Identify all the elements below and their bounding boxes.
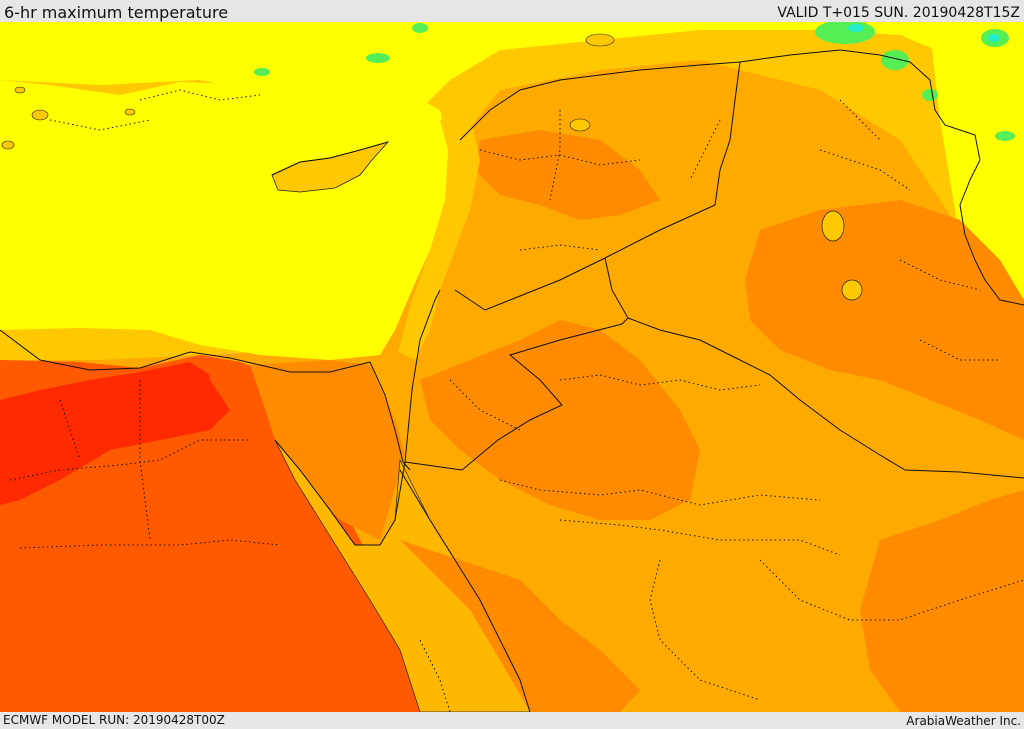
country-borders — [0, 49, 1024, 712]
sinai — [250, 360, 405, 540]
iraq-hot — [745, 200, 1024, 440]
model-run-label: ECMWF MODEL RUN: 20190428T00Z — [3, 713, 225, 727]
syria-hot — [475, 130, 660, 220]
map-title: 6-hr maximum temperature — [4, 3, 229, 22]
gulf-hot — [860, 490, 1024, 712]
temperature-map[interactable] — [0, 22, 1024, 712]
islands — [1, 33, 615, 150]
valid-time: VALID T+015 SUN. 20190428T15Z — [777, 5, 1020, 21]
cold-spots — [848, 24, 1000, 42]
levant-coast — [398, 115, 480, 360]
lake-tharthar — [821, 210, 845, 242]
credit-label: ArabiaWeather Inc. — [906, 714, 1021, 728]
province-borders — [9, 89, 1024, 712]
delta-red — [150, 362, 210, 415]
north-yellow-zone — [0, 22, 1024, 120]
map-header: 6-hr maximum temperature VALID T+015 SUN… — [0, 0, 1024, 22]
map-footer: ECMWF MODEL RUN: 20190428T00Z ArabiaWeat… — [0, 712, 1024, 729]
west-arabia-hot — [400, 540, 640, 712]
mediterranean-sea — [0, 80, 452, 360]
north-arabia-hot — [420, 320, 700, 520]
lake-habbaniyah — [841, 279, 863, 301]
